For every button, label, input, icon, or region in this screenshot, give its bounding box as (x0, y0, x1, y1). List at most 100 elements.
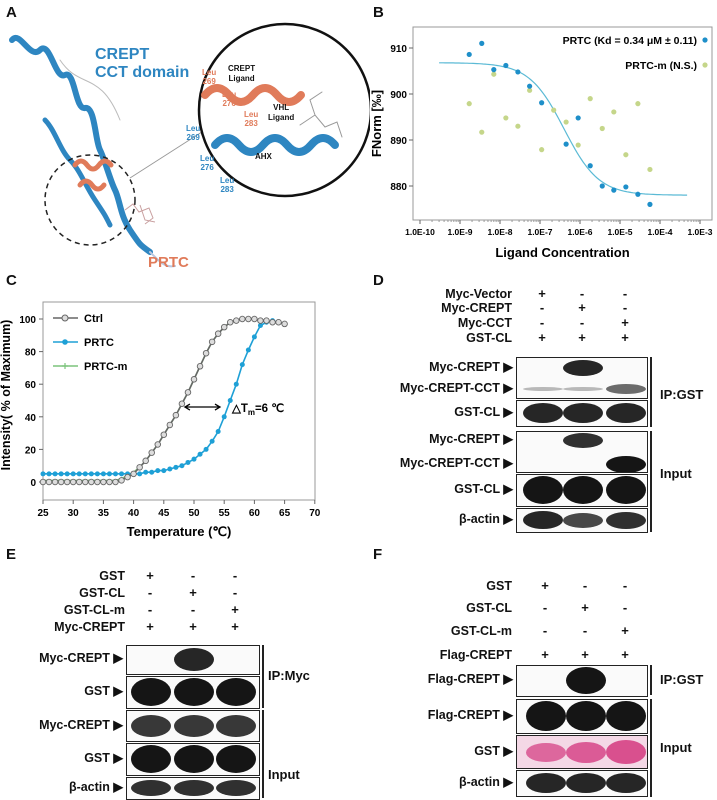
blot-row-label: GST ▶ (84, 751, 123, 765)
blot-membrane (126, 743, 260, 776)
data-point (257, 323, 263, 329)
data-point (226, 319, 234, 326)
leu-text: Leu (186, 124, 201, 133)
plot-frame (412, 26, 713, 221)
data-point (623, 152, 629, 158)
domain-label-line2: CCT domain (95, 64, 190, 81)
leu-label-blue: Leu 269 (186, 124, 200, 142)
condition-label: GST (99, 569, 125, 583)
legend-label: PRTC (Kd = 0.34 μM ± 0.11) (563, 35, 697, 47)
fit-curve (439, 62, 688, 196)
data-point (196, 363, 204, 370)
protein-band (216, 678, 256, 706)
condition-sign: - (582, 623, 588, 638)
protein-band (566, 773, 606, 793)
data-point (82, 471, 88, 477)
data-point (191, 456, 197, 462)
protein-band (174, 678, 214, 706)
leu-number: 269 (186, 133, 200, 142)
data-point (599, 183, 605, 189)
condition-label: Myc-CREPT (441, 301, 512, 315)
data-point (479, 129, 485, 135)
condition-sign: + (231, 619, 239, 634)
protein-band (606, 511, 646, 529)
protein-band (606, 740, 646, 764)
condition-sign: + (146, 619, 154, 634)
y-tick-label: 0 (30, 478, 36, 489)
protein-band (526, 773, 566, 793)
protein-band (174, 715, 214, 737)
data-point (130, 470, 137, 478)
y-tick-label: 40 (25, 413, 37, 424)
condition-sign: + (578, 300, 586, 315)
legend-label: PRTC (84, 337, 114, 349)
blot-row-label: Myc-CREPT ▶ (39, 718, 123, 732)
y-tick-label: 900 (390, 90, 407, 101)
blot-row-label: Myc-CREPT-CCT ▶ (399, 456, 513, 470)
data-point (154, 441, 162, 448)
x-tick-label: 1.0E-7 (527, 227, 552, 237)
data-point (46, 471, 52, 477)
inset-helices (201, 84, 343, 156)
condition-sign: + (231, 602, 239, 617)
blot-row-label: β-actin ▶ (458, 512, 513, 526)
condition-sign: + (578, 330, 586, 345)
delta-tm-prefix: △T (231, 403, 248, 415)
protein-band (606, 455, 646, 472)
condition-sign: - (622, 286, 628, 301)
data-point (220, 323, 228, 331)
protein-band (131, 715, 171, 737)
condition-sign: + (581, 647, 589, 662)
data-point (203, 446, 209, 452)
group-label: IP:Myc (268, 668, 310, 683)
protein-band (523, 511, 563, 529)
data-point (563, 141, 569, 147)
protein-band (563, 476, 603, 504)
protein-band (526, 701, 566, 731)
protein-band (131, 780, 171, 796)
group-label: Input (268, 767, 300, 782)
group-bracket (650, 431, 652, 532)
blot-membrane (126, 710, 260, 742)
condition-sign: - (232, 568, 238, 583)
data-point (479, 40, 485, 46)
data-point (178, 400, 186, 408)
data-point (635, 191, 641, 197)
data-point (94, 471, 100, 477)
data-point (227, 398, 233, 403)
protein-band (606, 384, 646, 394)
x-tick-label: 50 (188, 508, 200, 519)
condition-label: Myc-CCT (457, 316, 512, 330)
x-axis-title: Temperature (℃) (127, 524, 232, 539)
data-point (202, 349, 210, 357)
data-point (52, 471, 58, 477)
group-label: IP:GST (660, 672, 704, 687)
legend-label: PRTC-m (84, 361, 128, 373)
y-tick-label: 890 (390, 136, 407, 147)
protein-structure-figure (9, 22, 370, 268)
condition-sign: - (622, 300, 628, 315)
condition-sign: - (232, 585, 238, 600)
y-tick-label: 880 (390, 182, 407, 193)
condition-sign: - (542, 623, 548, 638)
data-point (251, 315, 258, 323)
x-tick-label: 65 (279, 508, 291, 519)
protein-band (523, 403, 563, 423)
condition-sign: - (622, 578, 628, 593)
x-tick-label: 35 (98, 508, 110, 519)
condition-sign: + (581, 600, 589, 615)
data-point (118, 477, 125, 484)
protein-band (563, 512, 603, 528)
y-tick-label: 80 (25, 348, 37, 359)
condition-label: GST-CL-m (450, 624, 512, 638)
data-point (142, 457, 149, 465)
data-point (466, 101, 472, 107)
blot-row-label: Flag-CREPT ▶ (427, 672, 513, 686)
panel-label-a: A (6, 4, 17, 21)
blot-row-label: β-actin ▶ (68, 780, 123, 794)
data-point (221, 414, 227, 420)
data-point (515, 69, 521, 75)
data-point (40, 471, 46, 477)
data-point (64, 471, 70, 477)
protein-band (606, 403, 646, 423)
